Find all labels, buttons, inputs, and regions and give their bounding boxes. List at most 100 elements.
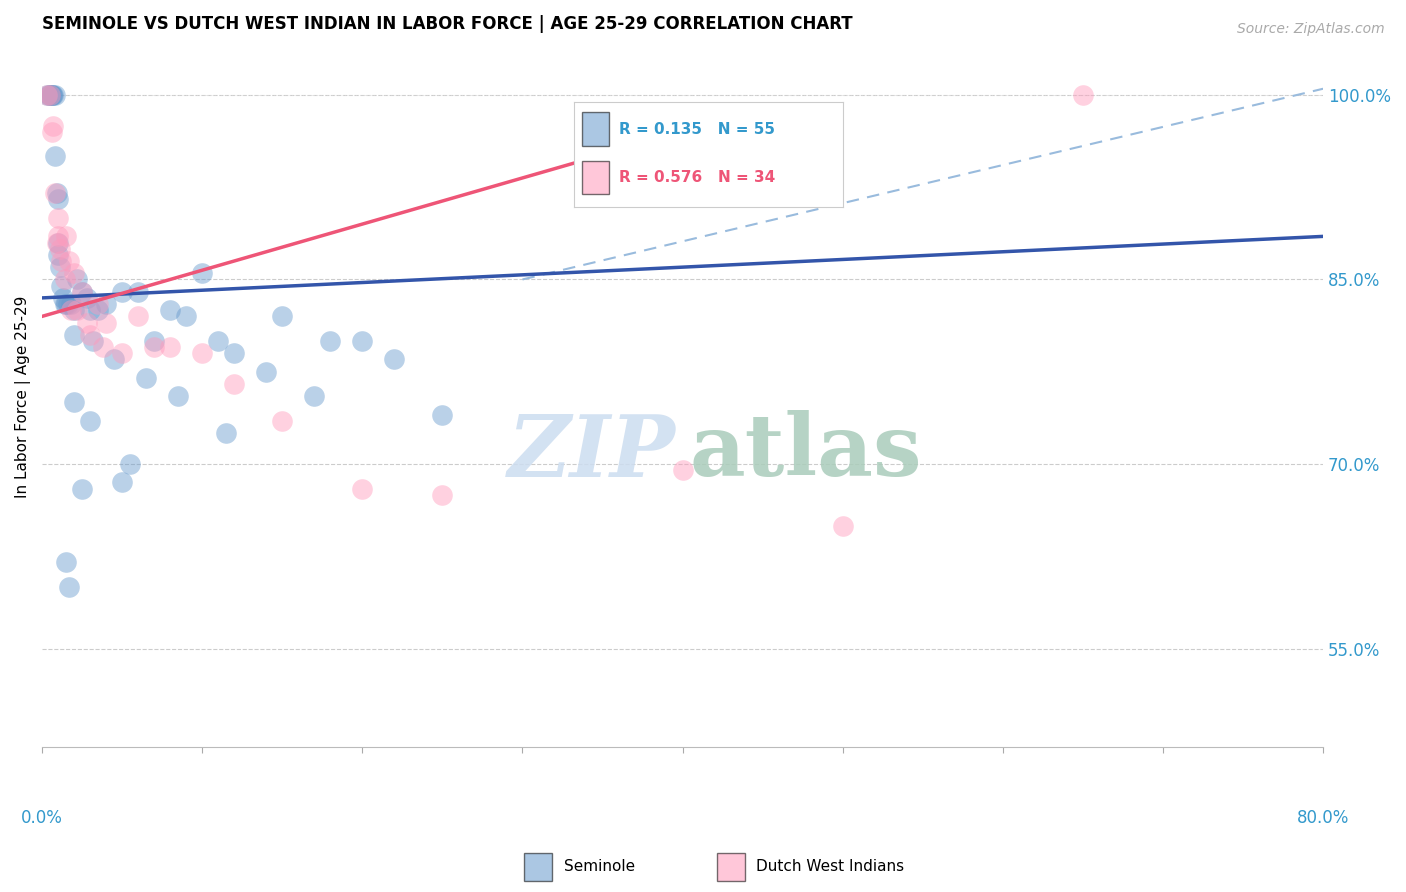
Point: [58, 580, 80, 594]
Point: [44, 87, 66, 102]
Point: [41, 125, 63, 139]
Point: [352, 482, 374, 496]
Point: [79, 303, 101, 318]
Text: Source: ZipAtlas.com: Source: ZipAtlas.com: [1237, 22, 1385, 37]
Point: [87, 303, 110, 318]
Point: [53, 272, 76, 286]
Point: [55, 229, 77, 244]
Point: [38, 87, 60, 102]
Point: [120, 457, 142, 471]
Point: [59, 303, 82, 318]
Point: [70, 482, 93, 496]
Point: [135, 371, 157, 385]
Point: [96, 297, 118, 311]
Point: [127, 310, 149, 324]
Point: [143, 340, 166, 354]
Point: [48, 242, 70, 256]
Point: [191, 266, 214, 280]
Point: [672, 463, 695, 477]
Point: [215, 426, 238, 441]
Point: [39, 87, 62, 102]
Point: [70, 285, 93, 299]
Point: [63, 395, 86, 409]
Y-axis label: In Labor Force | Age 25-29: In Labor Force | Age 25-29: [15, 295, 31, 498]
Point: [76, 291, 98, 305]
Text: ZIP: ZIP: [509, 410, 676, 494]
Point: [87, 297, 110, 311]
Point: [76, 316, 98, 330]
Point: [111, 285, 134, 299]
Point: [432, 488, 454, 502]
Point: [82, 334, 104, 348]
Point: [224, 346, 246, 360]
Point: [1071, 87, 1094, 102]
Point: [44, 149, 66, 163]
Text: 80.0%: 80.0%: [1296, 808, 1350, 827]
Point: [48, 260, 70, 274]
Point: [174, 310, 197, 324]
Point: [35, 87, 58, 102]
Point: [127, 285, 149, 299]
Point: [45, 186, 67, 201]
Point: [42, 87, 65, 102]
Point: [46, 211, 69, 225]
Point: [79, 327, 101, 342]
Point: [224, 377, 246, 392]
Point: [56, 297, 79, 311]
Point: [384, 352, 406, 367]
FancyBboxPatch shape: [717, 853, 745, 881]
Point: [111, 475, 134, 490]
Text: SEMINOLE VS DUTCH WEST INDIAN IN LABOR FORCE | AGE 25-29 CORRELATION CHART: SEMINOLE VS DUTCH WEST INDIAN IN LABOR F…: [42, 15, 852, 33]
Point: [63, 327, 86, 342]
Point: [51, 278, 73, 293]
Point: [159, 303, 181, 318]
Point: [63, 266, 86, 280]
Text: 0.0%: 0.0%: [21, 808, 63, 827]
Point: [96, 316, 118, 330]
Point: [70, 285, 93, 299]
Point: [66, 303, 89, 318]
Point: [432, 408, 454, 422]
Point: [44, 186, 66, 201]
Point: [42, 119, 65, 133]
Text: Dutch West Indians: Dutch West Indians: [756, 859, 904, 873]
Point: [271, 414, 294, 428]
Point: [352, 334, 374, 348]
Point: [271, 310, 294, 324]
Point: [191, 346, 214, 360]
Point: [831, 518, 853, 533]
Point: [63, 303, 86, 318]
Point: [91, 340, 114, 354]
Point: [46, 229, 69, 244]
Point: [53, 297, 76, 311]
Point: [143, 334, 166, 348]
Point: [66, 272, 89, 286]
Point: [55, 297, 77, 311]
Point: [159, 340, 181, 354]
Point: [111, 346, 134, 360]
Point: [41, 87, 63, 102]
Point: [46, 235, 69, 250]
Point: [58, 254, 80, 268]
Point: [319, 334, 342, 348]
Point: [39, 87, 62, 102]
Point: [79, 414, 101, 428]
Point: [52, 291, 75, 305]
Point: [39, 87, 62, 102]
Point: [304, 389, 326, 403]
Point: [55, 556, 77, 570]
FancyBboxPatch shape: [524, 853, 551, 881]
Text: atlas: atlas: [689, 410, 921, 494]
Point: [46, 193, 69, 207]
Point: [167, 389, 190, 403]
Point: [35, 87, 58, 102]
Point: [46, 248, 69, 262]
Point: [51, 254, 73, 268]
Text: Seminole: Seminole: [564, 859, 634, 873]
Point: [41, 87, 63, 102]
Point: [254, 365, 277, 379]
Point: [59, 297, 82, 311]
Point: [103, 352, 125, 367]
Point: [207, 334, 229, 348]
Point: [45, 235, 67, 250]
